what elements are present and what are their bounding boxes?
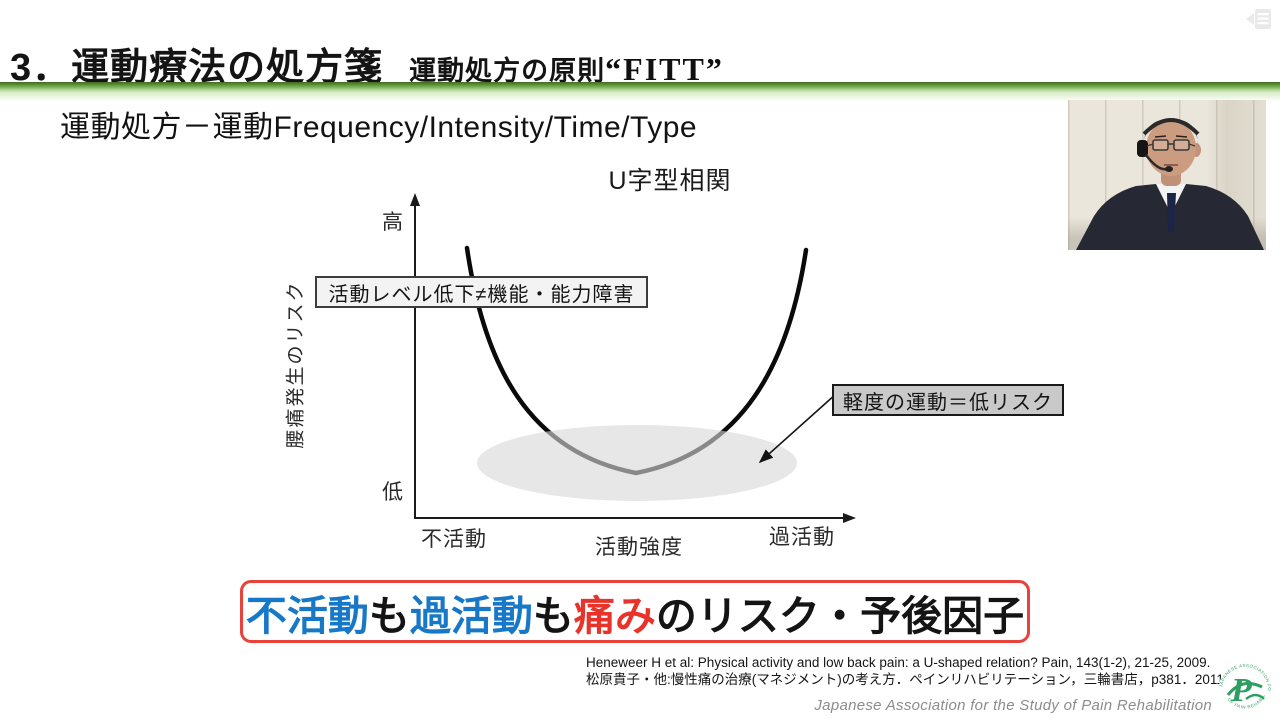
chart-title: U字型相関	[608, 167, 732, 195]
low-risk-ellipse	[477, 425, 797, 501]
y-high-label: 高	[382, 211, 403, 234]
banner-segment-risk-prognosis: のリスク・予後因子	[655, 592, 1025, 639]
green-accent-bar	[0, 82, 1280, 93]
banner-segment-also-2: も	[532, 592, 574, 639]
title-fitt-text: “FITT”	[605, 51, 724, 87]
y-axis-arrowhead	[410, 193, 420, 206]
logo-letter: P	[1230, 672, 1252, 709]
subtitle: 運動処方－運動Frequency/Intensity/Time/Type	[60, 111, 698, 144]
x-left-label: 不活動	[421, 528, 487, 551]
x-right-label: 過活動	[769, 526, 835, 549]
logo-swoosh	[1226, 681, 1263, 696]
banner-segment-overactivity: 過活動	[409, 592, 533, 639]
association-logo: JAPANESE ASSOCIATION FOR THE STUDY OF PA…	[1214, 655, 1274, 717]
footer-organization: Japanese Association for the Study of Pa…	[814, 697, 1212, 714]
annotation-light-exercise-box: 軽度の運動＝低リスク	[832, 384, 1064, 416]
banner-segment-pain: 痛み	[573, 592, 656, 639]
reference-line-1: Heneweer H et al: Physical activity and …	[586, 655, 1211, 670]
green-accent-fade	[0, 93, 1280, 102]
annotation-arrow	[758, 393, 837, 464]
logo-tail	[1245, 693, 1265, 701]
references: Heneweer H et al: Physical activity and …	[586, 654, 1238, 688]
y-low-label: 低	[382, 481, 403, 504]
sidebar-toggle-icon[interactable]	[1243, 6, 1275, 32]
reference-line-2: 松原貴子・他:慢性痛の治療(マネジメント)の考え方．ペインリハビリテーション，三…	[586, 672, 1238, 687]
banner-segment-also-1: も	[368, 592, 410, 639]
banner-segment-inactivity: 不活動	[245, 592, 369, 639]
x-axis-title: 活動強度	[595, 536, 683, 559]
y-axis-title: 腰痛発生のリスク	[285, 280, 307, 449]
key-message-banner: 不活動 も 過活動 も 痛み のリスク・予後因子	[240, 580, 1030, 643]
presenter-illustration	[1076, 118, 1264, 250]
title-principle-text: 運動処方の原則	[409, 56, 606, 86]
x-axis-arrowhead	[843, 513, 856, 523]
presenter-webcam-video[interactable]	[1068, 100, 1266, 250]
annotation-activity-level-box: 活動レベル低下≠機能・能力障害	[315, 276, 648, 308]
